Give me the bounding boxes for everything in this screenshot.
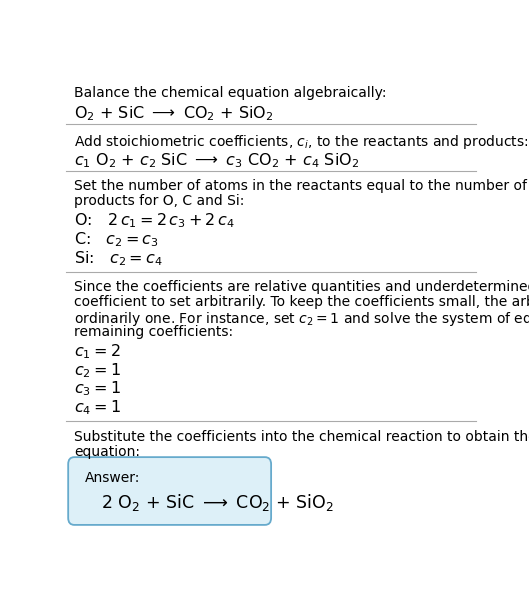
Text: $c_3 = 1$: $c_3 = 1$ (74, 380, 121, 398)
Text: O$_2$ + SiC $\longrightarrow$ CO$_2$ + SiO$_2$: O$_2$ + SiC $\longrightarrow$ CO$_2$ + S… (74, 104, 273, 123)
Text: ordinarily one. For instance, set $c_2 = 1$ and solve the system of equations fo: ordinarily one. For instance, set $c_2 =… (74, 310, 529, 328)
Text: Si:   $c_2 = c_4$: Si: $c_2 = c_4$ (74, 249, 163, 268)
Text: O:   $2\,c_1 = 2\,c_3 + 2\,c_4$: O: $2\,c_1 = 2\,c_3 + 2\,c_4$ (74, 212, 235, 230)
Text: Balance the chemical equation algebraically:: Balance the chemical equation algebraica… (74, 86, 387, 100)
Text: Add stoichiometric coefficients, $c_i$, to the reactants and products:: Add stoichiometric coefficients, $c_i$, … (74, 133, 529, 151)
Text: Since the coefficients are relative quantities and underdetermined, choose a: Since the coefficients are relative quan… (74, 280, 529, 294)
Text: Set the number of atoms in the reactants equal to the number of atoms in the: Set the number of atoms in the reactants… (74, 180, 529, 194)
Text: Answer:: Answer: (85, 471, 140, 485)
Text: $c_1 = 2$: $c_1 = 2$ (74, 342, 121, 361)
Text: equation:: equation: (74, 445, 140, 459)
Text: C:   $c_2 = c_3$: C: $c_2 = c_3$ (74, 230, 159, 249)
Text: products for O, C and Si:: products for O, C and Si: (74, 194, 245, 208)
Text: $2$ O$_2$ + SiC $\longrightarrow$ CO$_2$ + SiO$_2$: $2$ O$_2$ + SiC $\longrightarrow$ CO$_2$… (101, 492, 334, 513)
Text: remaining coefficients:: remaining coefficients: (74, 325, 233, 339)
Text: coefficient to set arbitrarily. To keep the coefficients small, the arbitrary va: coefficient to set arbitrarily. To keep … (74, 295, 529, 309)
FancyBboxPatch shape (68, 457, 271, 525)
Text: Substitute the coefficients into the chemical reaction to obtain the balanced: Substitute the coefficients into the che… (74, 430, 529, 444)
Text: $c_4 = 1$: $c_4 = 1$ (74, 398, 121, 417)
Text: $c_2 = 1$: $c_2 = 1$ (74, 361, 121, 380)
Text: $c_1$ O$_2$ + $c_2$ SiC $\longrightarrow$ $c_3$ CO$_2$ + $c_4$ SiO$_2$: $c_1$ O$_2$ + $c_2$ SiC $\longrightarrow… (74, 151, 360, 170)
